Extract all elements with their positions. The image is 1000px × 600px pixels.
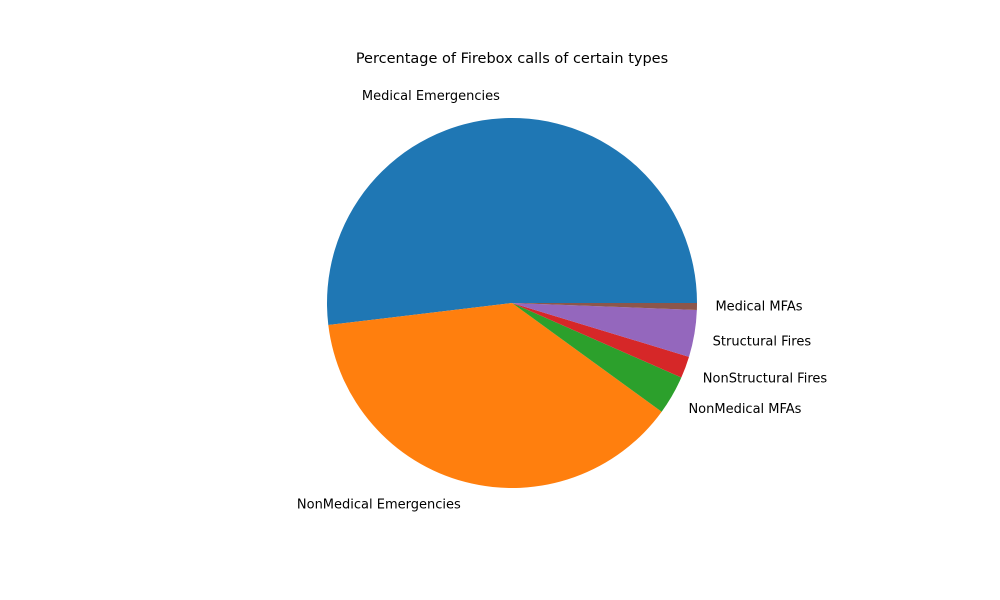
pie-slice-medical-emergencies [327,118,697,326]
slice-label-nonmedical-mfas: NonMedical MFAs [688,402,801,417]
slice-label-nonmedical-emergencies: NonMedical Emergencies [297,498,461,513]
pie-slice-medical-mfas [512,303,697,310]
slice-label-structural-fires: Structural Fires [713,335,812,350]
slice-label-medical-emergencies: Medical Emergencies [362,89,500,104]
slice-label-medical-mfas: Medical MFAs [715,299,802,314]
pie-slices [327,118,697,488]
pie-slice-nonmedical-emergencies [328,303,662,488]
chart-title: Percentage of Firebox calls of certain t… [356,51,668,67]
pie-slice-nonmedical-mfas [512,303,682,412]
pie-slice-structural-fires [512,303,697,357]
slice-label-nonstructural-fires: NonStructural Fires [703,372,828,387]
pie-labels: Medical Emergencies NonMedical Emergencie… [297,89,828,513]
pie-slice-nonstructural-fires [512,303,689,378]
